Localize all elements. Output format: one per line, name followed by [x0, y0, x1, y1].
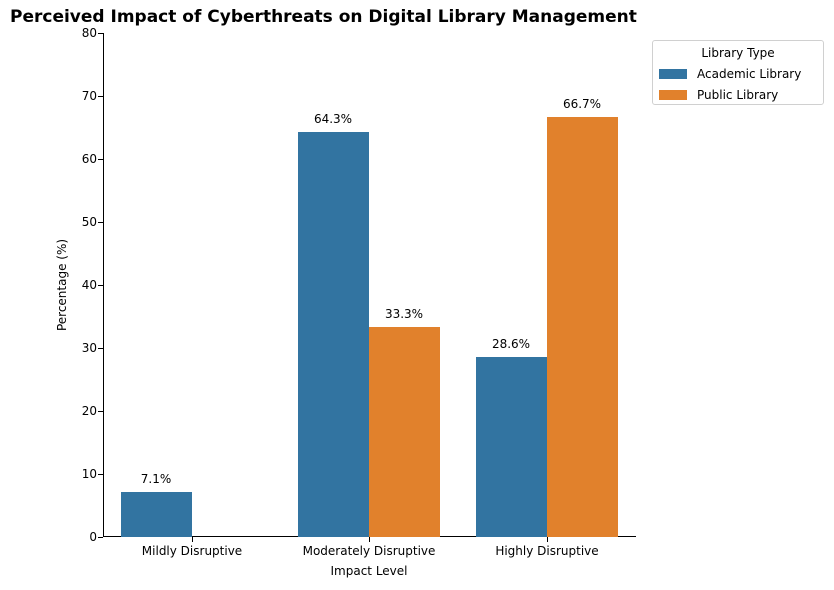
- x-tick: [547, 537, 548, 542]
- y-tick: [98, 537, 103, 538]
- y-tick-label: 20: [81, 404, 97, 418]
- legend-title: Library Type: [701, 46, 775, 60]
- bar-value-label: 33.3%: [384, 307, 424, 321]
- legend-item-public: Public Library: [659, 87, 778, 102]
- y-axis-line: [103, 33, 104, 537]
- legend-label: Public Library: [697, 87, 779, 102]
- bar-public-highly: [547, 117, 618, 537]
- x-tick-label: Highly Disruptive: [495, 544, 599, 558]
- bar-academic-highly: [476, 357, 547, 537]
- y-tick-label: 10: [81, 467, 97, 481]
- y-tick-label: 40: [81, 278, 97, 292]
- legend-label: Academic Library: [697, 66, 802, 81]
- y-tick-label: 50: [81, 215, 97, 229]
- bar-value-label: 64.3%: [313, 112, 353, 126]
- y-tick-label: 70: [81, 89, 97, 103]
- legend-item-academic: Academic Library: [659, 66, 801, 81]
- y-tick-label: 60: [81, 152, 97, 166]
- y-tick-label: 30: [81, 341, 97, 355]
- legend-swatch-public: [659, 89, 687, 100]
- bar-value-label: 28.6%: [491, 337, 531, 351]
- legend: Library Type Academic Library Public Lib…: [652, 40, 824, 105]
- y-tick: [98, 159, 103, 160]
- bar-academic-moderately: [298, 132, 369, 537]
- y-tick: [98, 33, 103, 34]
- y-tick-label: 80: [81, 26, 97, 40]
- bar-public-moderately: [369, 327, 440, 537]
- plot-area: 0 10 20 30 40 50 60 70 80 7.1% 64.3% 33.…: [82, 26, 636, 558]
- y-tick: [98, 96, 103, 97]
- legend-swatch-academic: [659, 68, 687, 79]
- x-axis-title: Impact Level: [330, 564, 408, 578]
- bar-value-label: 7.1%: [140, 472, 172, 486]
- y-tick: [98, 411, 103, 412]
- y-tick: [98, 222, 103, 223]
- x-tick: [192, 537, 193, 542]
- y-tick: [98, 348, 103, 349]
- y-axis-title: Percentage (%): [55, 238, 69, 332]
- x-tick: [369, 537, 370, 542]
- chart-title: Perceived Impact of Cyberthreats on Digi…: [10, 7, 637, 27]
- x-tick-label: Moderately Disruptive: [302, 544, 436, 558]
- y-tick: [98, 285, 103, 286]
- y-tick-label: 0: [89, 530, 97, 544]
- bar-value-label: 66.7%: [562, 97, 602, 111]
- bar-academic-mildly: [121, 492, 192, 537]
- y-tick: [98, 474, 103, 475]
- x-tick-label: Mildly Disruptive: [141, 544, 243, 558]
